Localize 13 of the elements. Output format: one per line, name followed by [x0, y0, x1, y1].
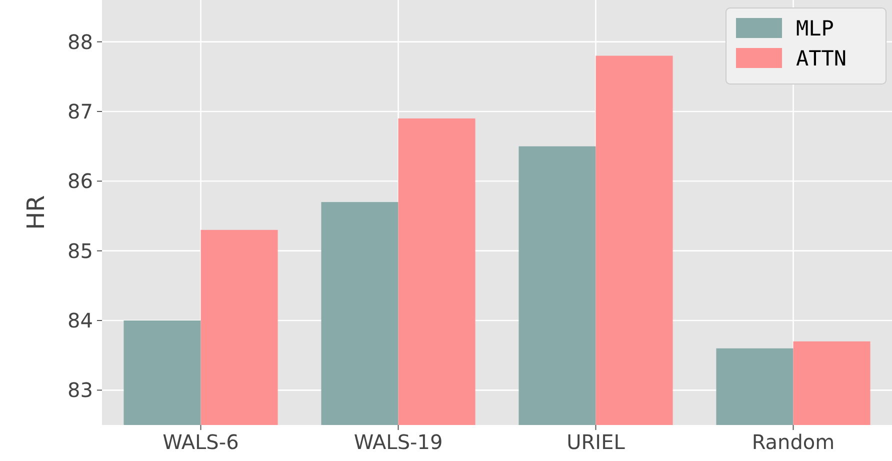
y-tick-label: 88 — [68, 30, 93, 54]
y-tick-label: 85 — [68, 238, 93, 263]
legend-label: MLP — [796, 16, 834, 40]
y-axis-title: HR — [22, 195, 50, 230]
x-tick-label: Random — [752, 430, 835, 454]
x-tick-label: WALS-6 — [162, 430, 239, 454]
x-tick-label: WALS-19 — [354, 430, 443, 454]
y-tick-label: 86 — [68, 169, 93, 194]
x-tick-label: URIEL — [566, 430, 626, 454]
y-tick-label: 84 — [68, 308, 93, 332]
legend-label: ATTN — [796, 46, 847, 70]
y-tick-label: 87 — [68, 99, 93, 124]
y-tick-label: 83 — [68, 378, 93, 402]
